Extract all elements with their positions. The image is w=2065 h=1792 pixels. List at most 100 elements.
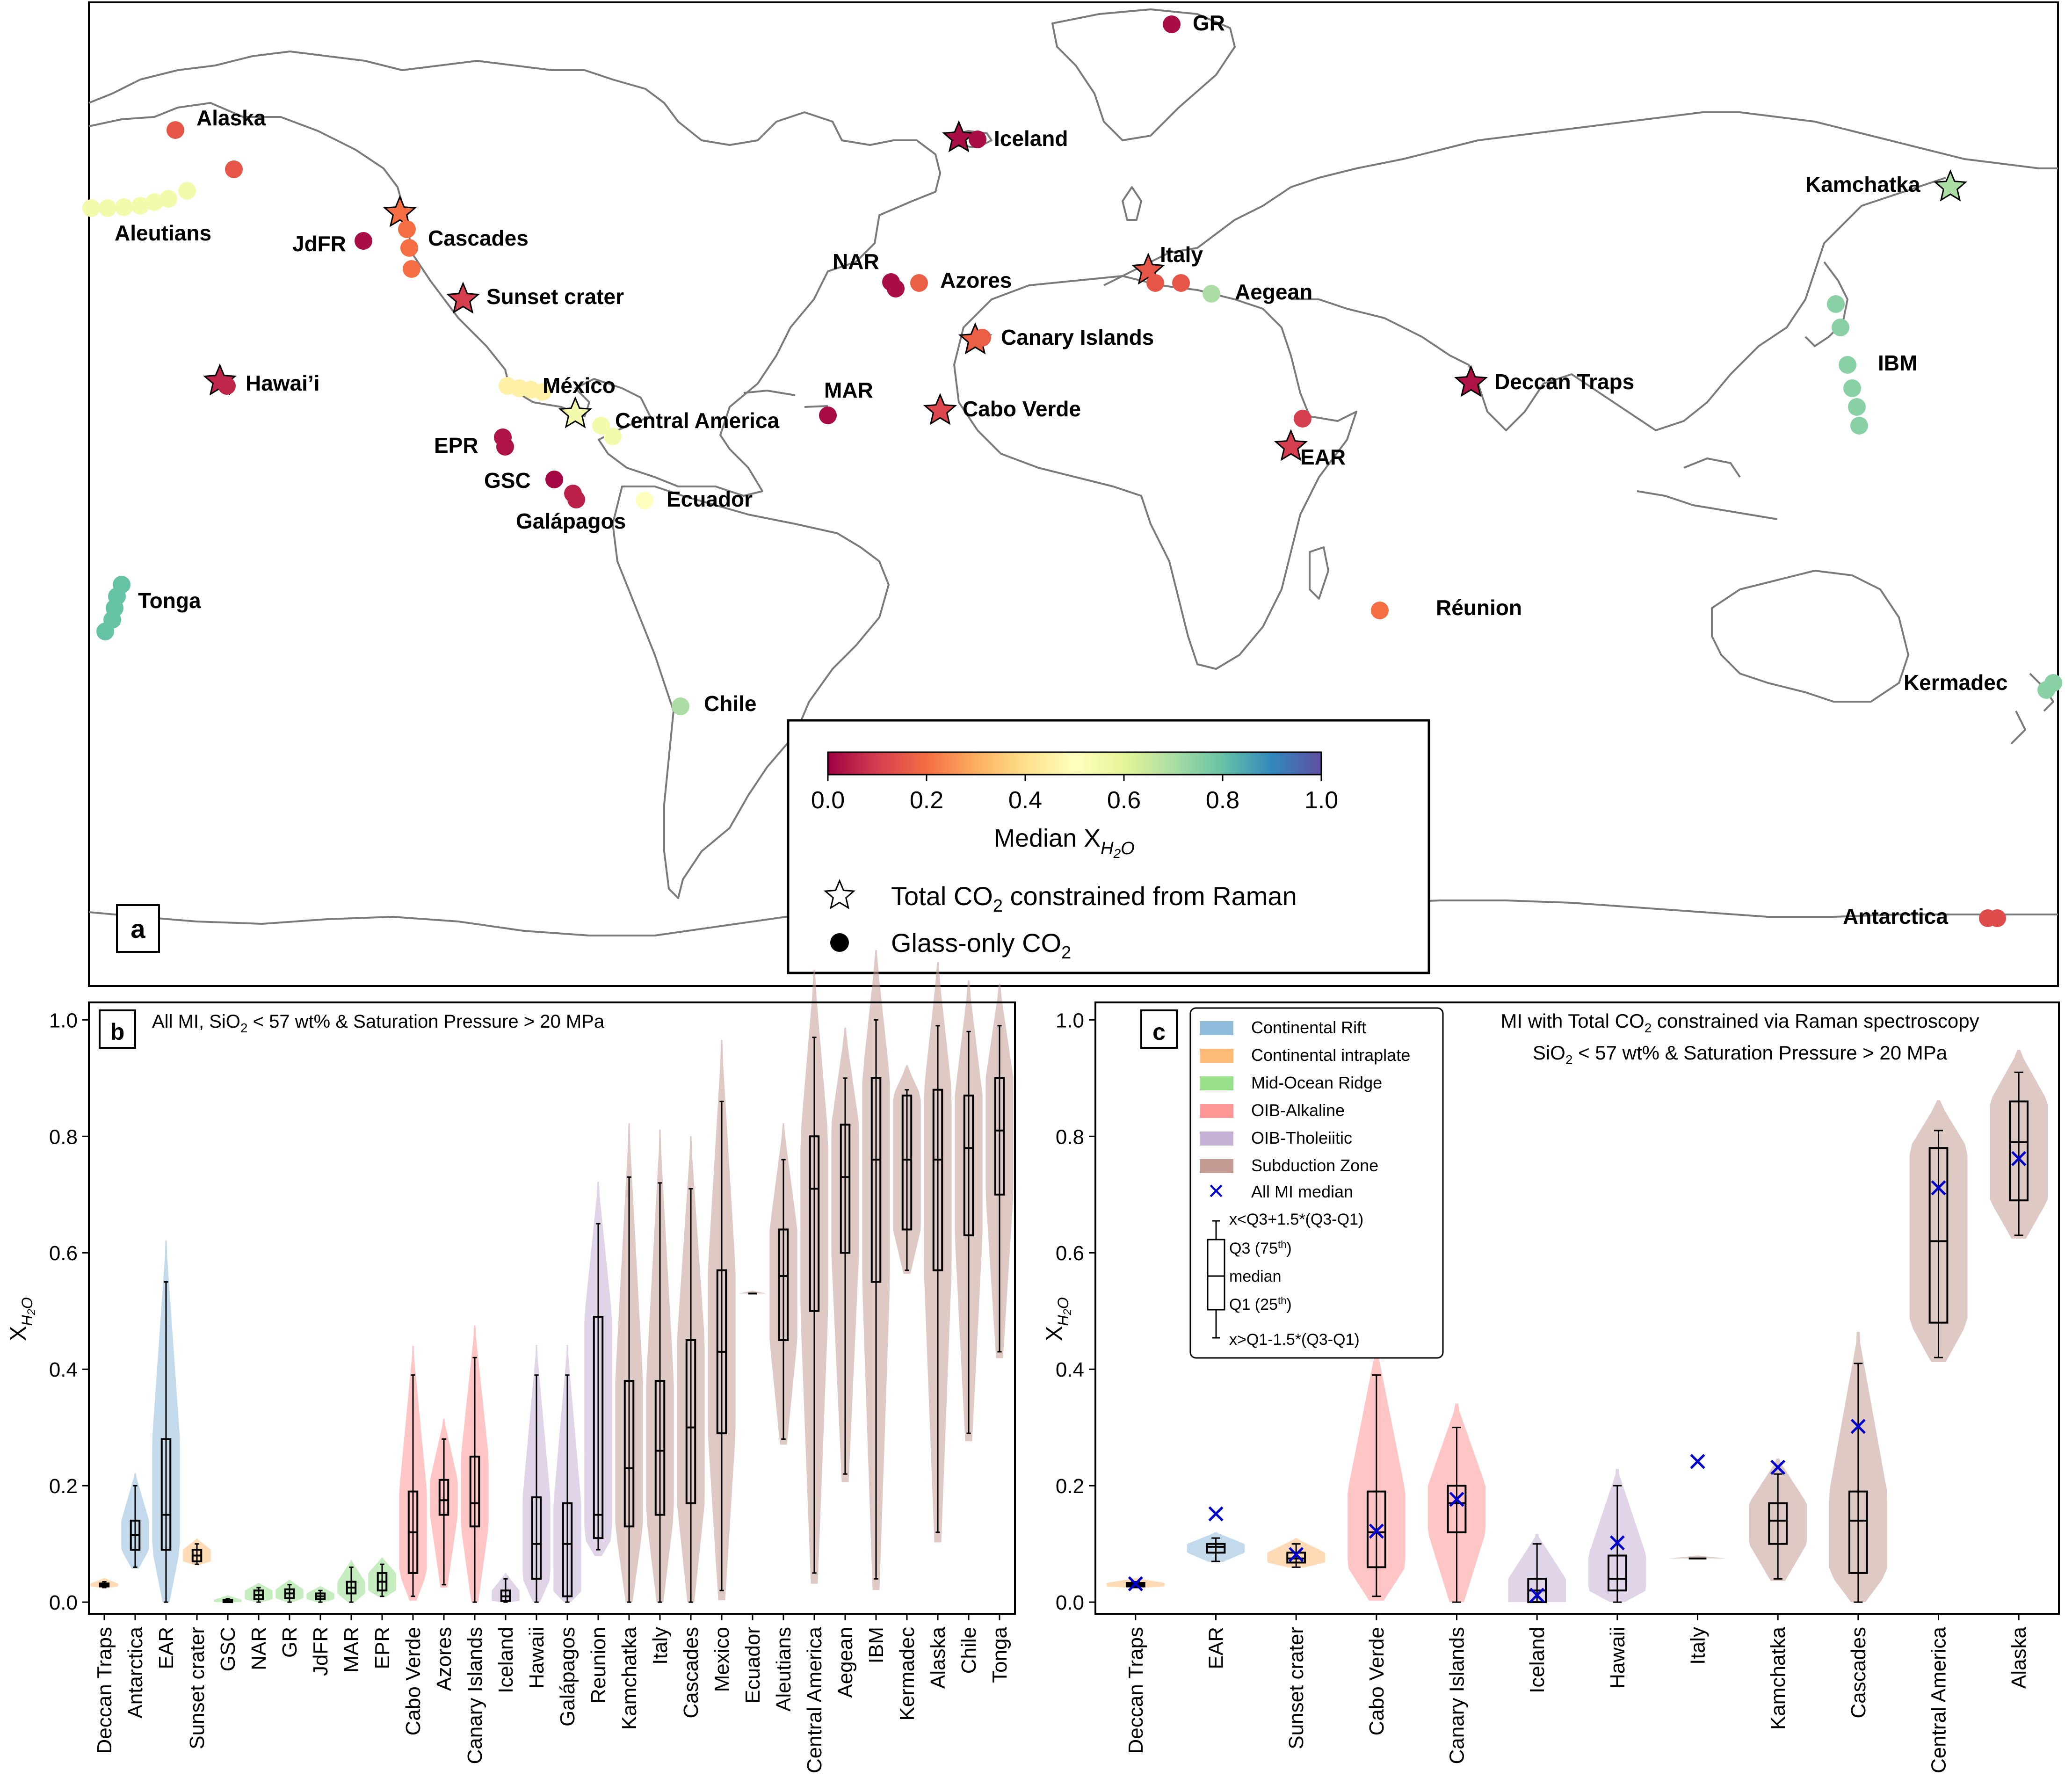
- panel-b-xticks: Deccan Traps Antarctica EAR Sunset crater GS…: [93, 1614, 1011, 1773]
- panel-b-box-tonga: [994, 1077, 1005, 1196]
- site-marker-cascades: [403, 260, 420, 278]
- panel-a-letter-box: [116, 904, 160, 953]
- site-marker-aleutians: [99, 199, 116, 217]
- site-marker-star-deccan-traps: [1454, 365, 1488, 397]
- site-label-sunset-crater: Sunset crater: [486, 284, 624, 309]
- legend-swatch-subduction-zone: [1200, 1159, 1233, 1173]
- panel-b-violins: [90, 950, 1014, 1603]
- site-label-canary-islands: Canary Islands: [1001, 325, 1154, 349]
- panel-c-xtick-label: Iceland: [1526, 1627, 1549, 1693]
- colorbar: [827, 751, 1322, 776]
- site-label-gal-pagos: Galápagos: [516, 509, 626, 533]
- panel-b-letter-box: [99, 1009, 136, 1049]
- panel-c-all-mi-medians: × × × × × × × × × × × ×: [1126, 1140, 2029, 1614]
- colorbar-tick-label: 0.0: [811, 787, 845, 814]
- panel-b-xtick-label: Italy: [649, 1627, 672, 1665]
- dot-legend-icon: [830, 933, 849, 952]
- legend-swatch-continental-rift: [1200, 1021, 1233, 1035]
- site-marker-mar: [819, 406, 837, 424]
- site-label-alaska: Alaska: [196, 106, 266, 130]
- site-label-italy: Italy: [1160, 242, 1203, 267]
- legend-label-oib-alkaline: OIB-Alkaline: [1251, 1101, 1345, 1120]
- colorbar-legend: 0.0 0.2 0.4 0.6 0.8 1.0 Median XH2O Total CO2…: [787, 719, 1430, 974]
- panel-b-xtick-label: Cascades: [680, 1627, 703, 1719]
- panel-c-all-mi-median-canary-islands: ×: [1447, 1480, 1466, 1518]
- legend-box-q3: Q3 (75th): [1229, 1239, 1292, 1257]
- panel-b-ytick-label: 0.4: [49, 1358, 78, 1381]
- panel-b-box-central-america: [809, 1135, 820, 1312]
- panel-b-xtick-label: Ecuador: [741, 1627, 764, 1704]
- panel-b-xtick-label: Mexico: [710, 1627, 733, 1692]
- panel-b-box-hawaii: [531, 1496, 542, 1580]
- site-label-cabo-verde: Cabo Verde: [963, 397, 1081, 421]
- panel-c-ytick-label: 0.6: [1056, 1242, 1084, 1265]
- panel-b-box-reunion: [593, 1316, 604, 1539]
- panel-b-xtick-label: JdFR: [309, 1627, 332, 1676]
- panel-b-xtick-label: Chile: [957, 1627, 980, 1674]
- panel-b-xtick-label: Hawaii: [525, 1627, 548, 1689]
- site-marker-star-iceland: [942, 120, 976, 152]
- panel-b-box-kamchatka: [623, 1380, 635, 1528]
- site-marker-star-cabo-verde: [923, 393, 957, 425]
- panel-c-title-line2: SiO2 < 57 wt% & Saturation Pressure > 20…: [1533, 1042, 1948, 1067]
- site-marker-star-kamchatka: [1933, 169, 1968, 202]
- legend-box-median-label: median: [1229, 1268, 1282, 1285]
- panel-b-boxes: [99, 1019, 1005, 1603]
- panel-b-box-aleutians: [778, 1228, 789, 1341]
- site-marker-iceland: [969, 131, 986, 148]
- site-marker-cascades: [400, 239, 418, 257]
- panel-c-box-alaska: [2009, 1100, 2029, 1202]
- site-marker-chile: [672, 697, 689, 715]
- legend-swatch-oib-alkaline: [1200, 1104, 1233, 1118]
- site-marker-aleutians: [82, 199, 100, 217]
- colorbar-tick-label: 0.2: [910, 787, 943, 814]
- site-label-gr: GR: [1193, 11, 1225, 35]
- panel-c-box-cabo-verde: [1366, 1490, 1386, 1568]
- colorbar-tick-label: 0.4: [1008, 787, 1042, 814]
- panel-c-box-central-america: [1928, 1147, 1949, 1324]
- panel-b-letter: b: [110, 1019, 125, 1045]
- site-label-kermadec: Kermadec: [1904, 670, 2007, 695]
- panel-c-xtick-label: Deccan Traps: [1124, 1627, 1147, 1754]
- panel-b-xtick-label: GR: [278, 1627, 301, 1658]
- site-marker-aegean: [1203, 285, 1220, 303]
- panel-b-xtick-label: Reunion: [587, 1627, 610, 1704]
- panel-c-xtick-label: Canary Islands: [1446, 1627, 1469, 1764]
- legend-label-continental-rift: Continental Rift: [1251, 1018, 1366, 1037]
- site-label-aleutians: Aleutians: [115, 221, 211, 245]
- site-marker-m-xico: [534, 383, 551, 401]
- site-label-aegean: Aegean: [1235, 280, 1312, 304]
- dot-legend-label: Glass-only CO2: [891, 928, 1071, 963]
- site-label-central-america: Central America: [615, 408, 780, 433]
- site-marker-italy: [1146, 274, 1164, 292]
- site-marker-jdfr: [355, 232, 372, 250]
- panel-c-xtick-label: Sunset crater: [1285, 1627, 1308, 1749]
- site-marker-ecuador: [636, 492, 653, 509]
- panel-c-ylabel: XH2O: [1042, 1297, 1074, 1341]
- panel-b-ytick-label: 0.2: [49, 1475, 78, 1498]
- colorbar-tick-label: 0.6: [1107, 787, 1141, 814]
- panel-c-all-mi-median-cabo-verde: ×: [1367, 1513, 1386, 1550]
- panel-b-box-chile: [963, 1095, 974, 1236]
- panel-b-xtick-label: Aegean: [834, 1627, 857, 1698]
- site-label-kamchatka: Kamchatka: [1805, 172, 1920, 196]
- site-label-cascades: Cascades: [428, 226, 529, 250]
- legend-label-oib-tholeiitic: OIB-Tholeiitic: [1251, 1128, 1352, 1147]
- panel-c-all-mi-median-sunset-crater: ×: [1286, 1536, 1306, 1574]
- site-marker-star-sunset-crater: [446, 282, 480, 314]
- panel-b-xtick-label: EAR: [155, 1627, 178, 1669]
- site-label-chile: Chile: [704, 691, 756, 716]
- site-marker-star-central-america: [558, 396, 593, 428]
- colorbar-label: Median XH2O: [994, 824, 1135, 861]
- site-marker-gsc: [545, 471, 563, 488]
- legend-swatch-mid-ocean-ridge: [1200, 1076, 1233, 1090]
- site-label-gsc: GSC: [484, 468, 531, 493]
- panel-b-box-canary-islands: [469, 1455, 480, 1528]
- site-marker-r-union: [1371, 602, 1389, 619]
- site-label-azores: Azores: [940, 268, 1012, 292]
- site-marker-star-cascades: [383, 195, 417, 227]
- panel-b-box-azores: [438, 1479, 449, 1516]
- legend-swatch-oib-tholeiitic: [1200, 1132, 1233, 1146]
- panel-c-box-hawaii: [1607, 1554, 1627, 1592]
- panel-c-legend-items: Continental Rift Continental intraplate Mi…: [1200, 1018, 1410, 1175]
